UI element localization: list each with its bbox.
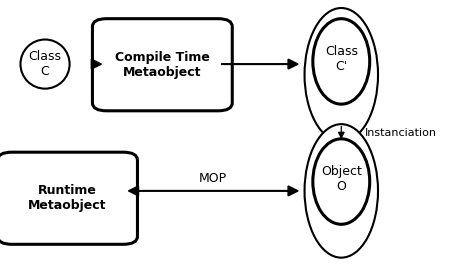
Text: Runtime
Metaobject: Runtime Metaobject (28, 184, 107, 212)
Text: Object
O: Object O (321, 165, 362, 193)
Ellipse shape (313, 139, 370, 224)
Ellipse shape (313, 19, 370, 104)
Ellipse shape (304, 124, 378, 258)
FancyBboxPatch shape (92, 19, 232, 111)
Ellipse shape (20, 40, 70, 89)
Ellipse shape (304, 8, 378, 142)
Text: Class
C': Class C' (325, 45, 358, 73)
Text: Compile Time
Metaobject: Compile Time Metaobject (115, 51, 210, 79)
FancyBboxPatch shape (0, 152, 137, 244)
Text: Class
C: Class C (28, 50, 62, 78)
Text: Instanciation: Instanciation (365, 128, 437, 138)
Text: MOP: MOP (199, 172, 228, 185)
